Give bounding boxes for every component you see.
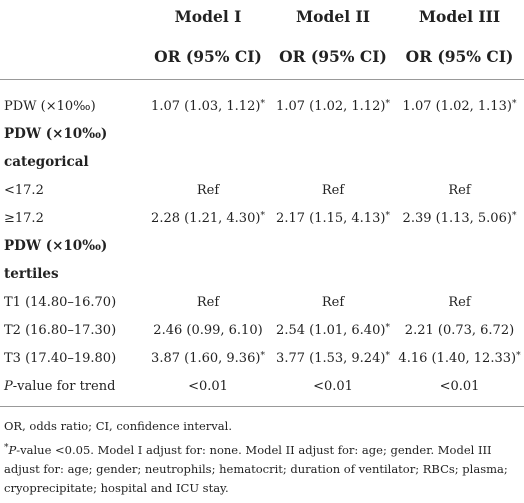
p-italic: P <box>4 378 13 394</box>
table-row: categorical <box>0 148 524 176</box>
row-label: <17.2 <box>4 182 44 198</box>
table-row: PDW (×10‰) 1.07 (1.03, 1.12)* 1.07 (1.02… <box>0 80 524 121</box>
cell-model-2 <box>271 120 395 148</box>
cell-model-3: 2.21 (0.73, 6.72) <box>404 322 515 338</box>
cell-model-3: 4.16 (1.40, 12.33)* <box>398 350 521 366</box>
header-model-1: Model I <box>174 7 242 26</box>
header-empty-cell <box>0 33 145 80</box>
significance-marker: * <box>385 350 390 361</box>
cell-model-3 <box>395 120 524 148</box>
row-label-p-trend: P-value for trend <box>4 378 116 394</box>
footnote-significance-text: -value <0.05. Model I adjust for: none. … <box>4 443 508 495</box>
significance-marker: * <box>385 98 390 109</box>
header-or-ci-3: OR (95% CI) <box>405 46 514 66</box>
cell-model-1 <box>145 232 271 260</box>
header-empty-cell <box>0 0 145 33</box>
cell-model-3 <box>395 260 524 288</box>
cell-model-2 <box>271 232 395 260</box>
section-label: PDW (×10‰) <box>4 238 108 254</box>
cell-model-1: 2.46 (0.99, 6.10) <box>153 322 263 338</box>
header-model-3: Model III <box>418 7 501 26</box>
cell-model-2: <0.01 <box>313 378 353 394</box>
table-row: P-value for trend <0.01 <0.01 <0.01 <box>0 372 524 407</box>
cell-model-1: Ref <box>196 294 220 310</box>
section-label: tertiles <box>4 266 59 282</box>
header-row-models: Model I Model II Model III <box>0 0 524 33</box>
table-row: T3 (17.40–19.80) 3.87 (1.60, 9.36)* 3.77… <box>0 344 524 372</box>
cell-model-1: 3.87 (1.60, 9.36)* <box>151 350 265 366</box>
row-label: T1 (14.80–16.70) <box>4 294 117 310</box>
significance-marker: * <box>385 210 390 221</box>
cell-model-2: 2.54 (1.01, 6.40)* <box>276 322 390 338</box>
table-body: PDW (×10‰) 1.07 (1.03, 1.12)* 1.07 (1.02… <box>0 80 524 407</box>
header-model-2: Model II <box>296 7 370 26</box>
row-label: ≥17.2 <box>4 210 44 226</box>
row-label: T3 (17.40–19.80) <box>4 350 117 366</box>
significance-marker: * <box>511 210 517 221</box>
cell-model-1: Ref <box>196 182 220 198</box>
cell-model-1: 2.28 (1.21, 4.30)* <box>151 210 265 226</box>
cell-model-2: 2.17 (1.15, 4.13)* <box>276 210 390 226</box>
cell-model-2: Ref <box>321 294 345 310</box>
cell-model-2 <box>271 260 395 288</box>
cell-model-2: Ref <box>321 182 345 198</box>
table-row: T2 (16.80–17.30) 2.46 (0.99, 6.10) 2.54 … <box>0 316 524 344</box>
footnote-significance: *P-value <0.05. Model I adjust for: none… <box>4 439 520 498</box>
table-row: ≥17.2 2.28 (1.21, 4.30)* 2.17 (1.15, 4.1… <box>0 204 524 232</box>
footnote-abbreviations: OR, odds ratio; CI, confidence interval. <box>4 419 232 433</box>
table-row: PDW (×10‰) <box>0 232 524 260</box>
cell-model-3: 2.39 (1.13, 5.06)* <box>402 210 517 226</box>
header-row-or-ci: OR (95% CI) OR (95% CI) OR (95% CI) <box>0 33 524 80</box>
row-label: T2 (16.80–17.30) <box>4 322 117 338</box>
header-or-ci-1: OR (95% CI) <box>154 46 262 66</box>
table-row: T1 (14.80–16.70) Ref Ref Ref <box>0 288 524 316</box>
cell-model-1: <0.01 <box>188 378 228 394</box>
footnote-marker: * <box>4 443 9 453</box>
cell-model-3 <box>395 232 524 260</box>
odds-ratio-table: Model I Model II Model III OR (95% CI) O… <box>0 0 524 407</box>
cell-model-2 <box>271 148 395 176</box>
row-label: PDW (×10‰) <box>4 98 96 114</box>
cell-model-3 <box>395 148 524 176</box>
section-label: categorical <box>4 154 89 170</box>
cell-model-1 <box>145 120 271 148</box>
table-header: Model I Model II Model III OR (95% CI) O… <box>0 0 524 80</box>
cell-model-3: Ref <box>448 294 471 310</box>
significance-marker: * <box>260 350 265 361</box>
table-footnotes: OR, odds ratio; CI, confidence interval.… <box>0 407 524 498</box>
section-label: PDW (×10‰) <box>4 126 108 142</box>
cell-model-1 <box>145 260 271 288</box>
header-or-ci-2: OR (95% CI) <box>279 46 387 66</box>
cell-model-3: 1.07 (1.02, 1.13)* <box>402 98 517 114</box>
cell-model-2: 3.77 (1.53, 9.24)* <box>276 350 390 366</box>
cell-model-3: Ref <box>448 182 471 198</box>
table-row: <17.2 Ref Ref Ref <box>0 176 524 204</box>
significance-marker: * <box>511 98 517 109</box>
cell-model-2: 1.07 (1.02, 1.12)* <box>276 98 390 114</box>
significance-marker: * <box>385 322 390 333</box>
cell-model-1: 1.07 (1.03, 1.12)* <box>151 98 265 114</box>
footnote-p-italic: P <box>8 443 17 457</box>
table-row: tertiles <box>0 260 524 288</box>
cell-model-1 <box>145 148 271 176</box>
significance-marker: * <box>516 350 521 361</box>
significance-marker: * <box>260 98 265 109</box>
significance-marker: * <box>260 210 265 221</box>
table-row: PDW (×10‰) <box>0 120 524 148</box>
cell-model-3: <0.01 <box>439 378 480 394</box>
